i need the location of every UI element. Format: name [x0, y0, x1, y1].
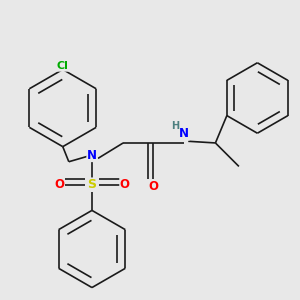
Text: O: O	[54, 178, 64, 191]
Text: N: N	[179, 127, 189, 140]
Text: H: H	[171, 121, 179, 131]
Text: O: O	[148, 180, 158, 194]
Text: O: O	[120, 178, 130, 191]
Text: S: S	[88, 178, 97, 191]
Text: N: N	[87, 148, 97, 161]
Text: Cl: Cl	[57, 61, 69, 71]
